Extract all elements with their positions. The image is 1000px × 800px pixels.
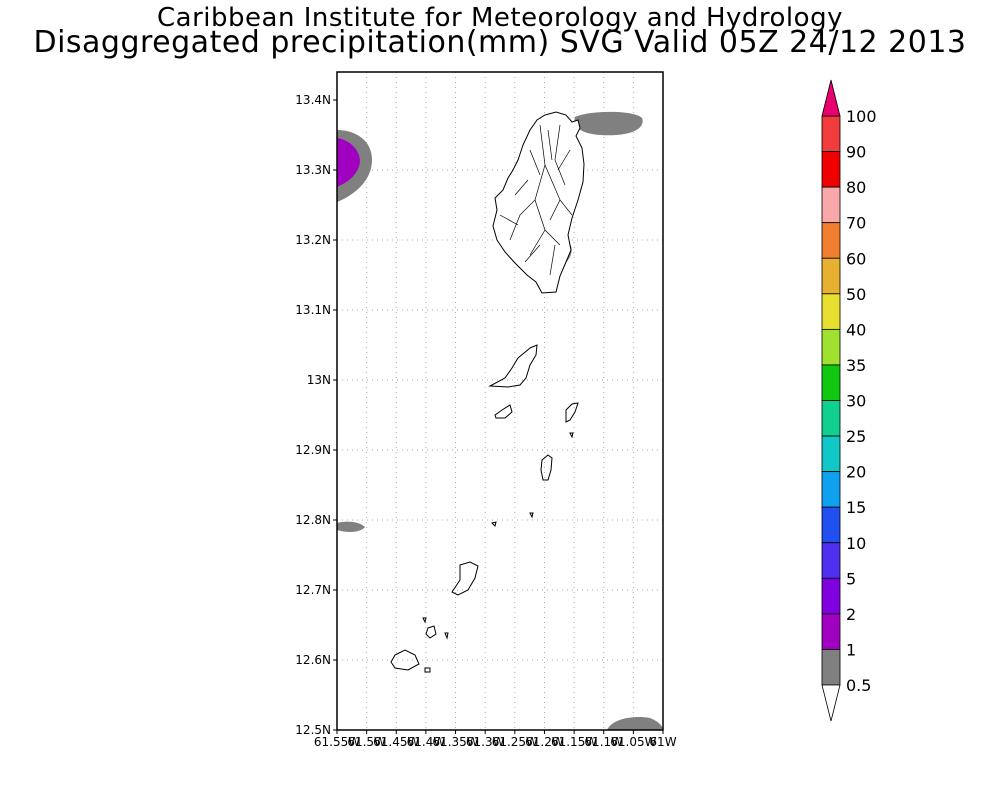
island-grenadine-small-b [444, 632, 449, 640]
colorbar-segment [821, 435, 841, 473]
colorbar-label: 40 [846, 320, 866, 339]
lat-tick-label: 13N [307, 373, 331, 387]
lon-tick-label: 61.2W [525, 735, 564, 749]
colorbar: 100 90 80 70 60 50 40 35 30 25 20 15 10 5 2 1 0.5 [821, 79, 877, 722]
colorbar-label: 35 [846, 356, 866, 375]
lon-tick-label: 61.55W [314, 735, 360, 749]
colorbar-segment [821, 257, 841, 295]
colorbar-segment [821, 542, 841, 579]
lat-tick-label: 12.5N [295, 723, 331, 737]
colorbar-label: 100 [846, 107, 877, 126]
chart-subtitle: Disaggregated precipitation(mm) SVG Vali… [33, 25, 967, 60]
colorbar-segment [821, 186, 841, 224]
lat-tick-label: 12.8N [295, 513, 331, 527]
precip-area-northeast [574, 111, 643, 136]
lat-tick-labels: 13.4N 13.3N 13.2N 13.1N 13N 12.9N 12.8N 12.7N 12… [295, 93, 337, 737]
chart-title: Caribbean Institute for Meteorology and … [157, 3, 843, 33]
colorbar-label: 5 [846, 569, 856, 588]
colorbar-segment [821, 506, 841, 544]
island-grenada-north [390, 649, 420, 671]
colorbar-label: 1 [846, 640, 856, 659]
colorbar-label: 15 [846, 498, 866, 517]
lon-tick-label: 61.05W [610, 735, 656, 749]
map-frame [336, 71, 664, 731]
colorbar-segment [821, 400, 841, 437]
colorbar-segment [821, 364, 841, 401]
colorbar-label: 30 [846, 392, 866, 411]
colorbar-segment [821, 577, 841, 615]
colorbar-segment [821, 115, 841, 152]
colorbar-label: 60 [846, 249, 866, 268]
precip-area-west [337, 521, 365, 532]
island-st-lucia [492, 111, 585, 294]
island-mustique [565, 402, 579, 423]
precip-area-southeast [607, 717, 663, 730]
lat-tick-label: 13.4N [295, 93, 331, 107]
island-canouan [540, 454, 553, 481]
lon-tick-label: 61.35W [432, 735, 478, 749]
colorbar-segment [821, 649, 841, 686]
lat-tick-label: 12.9N [295, 443, 331, 457]
lon-tick-label: 61.45W [373, 735, 419, 749]
colorbar-label: 20 [846, 463, 866, 482]
colorbar-label: 0.5 [846, 676, 871, 695]
island-st-vincent [488, 344, 538, 388]
islands [390, 111, 585, 673]
colorbar-segment [821, 222, 841, 259]
colorbar-label: 10 [846, 534, 866, 553]
colorbar-label: 50 [846, 285, 866, 304]
colorbar-segment [821, 471, 841, 508]
island-carriacou [451, 561, 479, 596]
lat-tick-label: 13.2N [295, 233, 331, 247]
lon-tick-label: 61.25W [492, 735, 538, 749]
colorbar-top-arrow [821, 79, 841, 117]
lon-tick-label: 61.3W [466, 735, 505, 749]
colorbar-segment [821, 151, 841, 188]
colorbar-label: 70 [846, 214, 866, 233]
lon-tick-labels: 61.55W61.5W61.45W61.4W61.35W61.3W61.25W6… [314, 730, 677, 749]
island-grenadine-small-c [422, 617, 427, 624]
colorbar-bottom-arrow [821, 684, 841, 722]
lon-tick-label: 61.15W [551, 735, 597, 749]
island-grenadine-small-a [425, 625, 437, 639]
precip-core-northwest [337, 138, 360, 187]
island-bequia [494, 404, 513, 419]
island-st-lucia-rivers [499, 124, 573, 276]
colorbar-label: 25 [846, 427, 866, 446]
colorbar-segment [821, 293, 841, 330]
colorbar-label: 80 [846, 178, 866, 197]
island-small-2 [529, 512, 534, 519]
colorbar-label: 90 [846, 143, 866, 162]
colorbar-segment [821, 613, 841, 650]
island-small-3 [569, 432, 574, 439]
lat-tick-label: 13.3N [295, 163, 331, 177]
island-small-1 [491, 521, 497, 527]
lon-tick-label: 61.1W [584, 735, 623, 749]
lat-tick-label: 12.6N [295, 653, 331, 667]
lat-tick-label: 12.7N [295, 583, 331, 597]
colorbar-segment [821, 328, 841, 366]
lat-tick-label: 13.1N [295, 303, 331, 317]
island-grenada-small [424, 667, 431, 673]
lon-tick-label: 61.5W [347, 735, 386, 749]
colorbar-label: 2 [846, 605, 856, 624]
map-grid [337, 72, 663, 730]
lon-tick-label: 61.4W [407, 735, 446, 749]
lon-tick-label: 61W [649, 735, 676, 749]
